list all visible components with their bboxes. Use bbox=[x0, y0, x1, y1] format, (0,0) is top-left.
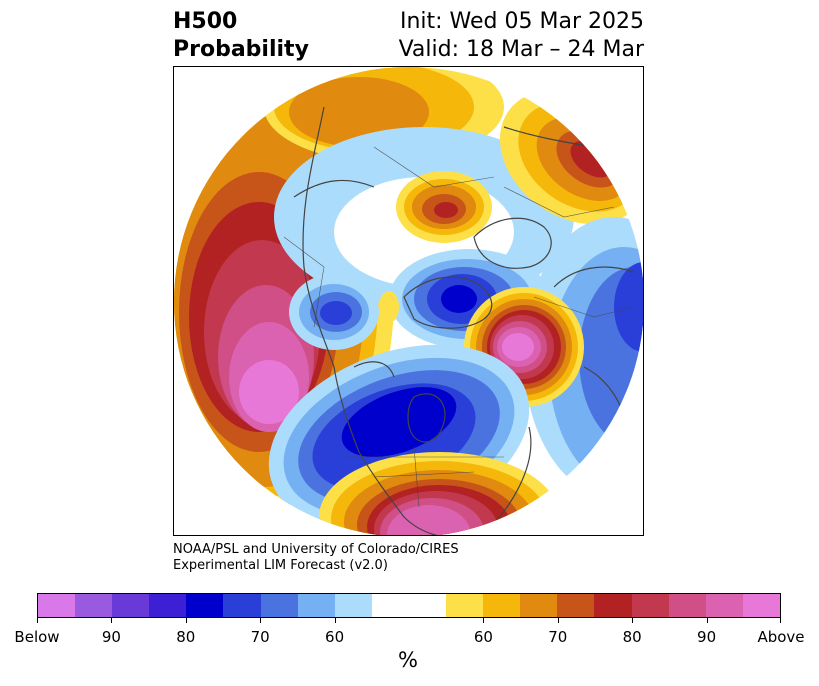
colorbar-segment bbox=[594, 594, 632, 617]
credit-line-2: Experimental LIM Forecast (v2.0) bbox=[173, 558, 388, 573]
colorbar-segment bbox=[631, 594, 669, 617]
colorbar-segment bbox=[260, 594, 298, 617]
colorbar-segment bbox=[334, 594, 372, 617]
colorbar-segment bbox=[557, 594, 595, 617]
colorbar-tick bbox=[111, 618, 113, 623]
colorbar-tick-label: 90 bbox=[697, 628, 717, 646]
probability-map bbox=[173, 66, 644, 536]
colorbar-tick bbox=[483, 618, 485, 623]
polar-above-anomaly bbox=[396, 171, 492, 243]
colorbar-unit: % bbox=[398, 648, 418, 672]
colorbar-tick bbox=[780, 618, 781, 623]
credit-line-1: NOAA/PSL and University of Colorado/CIRE… bbox=[173, 542, 459, 557]
forecast-field bbox=[174, 67, 643, 535]
colorbar-segment bbox=[520, 594, 558, 617]
colorbar-segment bbox=[75, 594, 113, 617]
colorbar-tick-label: 80 bbox=[176, 628, 196, 646]
init-date: Init: Wed 05 Mar 2025 bbox=[399, 9, 644, 34]
title-variable: H500 bbox=[173, 9, 238, 34]
colorbar-tick bbox=[334, 618, 336, 623]
title-right: Init: Wed 05 Mar 2025 Valid: 18 Mar – 24… bbox=[399, 8, 644, 64]
south-above-anomaly bbox=[319, 452, 559, 535]
colorbar-tick-label: 90 bbox=[101, 628, 121, 646]
alaska-below-anomaly bbox=[289, 274, 379, 350]
colorbar-segment bbox=[186, 594, 224, 617]
borders bbox=[283, 146, 635, 508]
colorbar-segment bbox=[38, 594, 76, 617]
polar-map-svg bbox=[174, 67, 643, 535]
valid-range: Valid: 18 Mar – 24 Mar bbox=[398, 37, 644, 62]
pole-above-spot bbox=[379, 291, 399, 323]
colorbar-segment bbox=[408, 594, 447, 617]
colorbar-tick bbox=[632, 618, 634, 623]
colorbar-tick-label: 60 bbox=[473, 628, 493, 646]
colorbar-tick bbox=[185, 618, 187, 623]
colorbar-segment bbox=[742, 594, 780, 617]
title-left: H500 Probability bbox=[173, 8, 309, 64]
colorbar-tick bbox=[557, 618, 559, 623]
colorbar-tick bbox=[706, 618, 708, 623]
colorbar-segment bbox=[446, 594, 484, 617]
credit: NOAA/PSL and University of Colorado/CIRE… bbox=[173, 542, 459, 574]
colorbar-tick-label: 70 bbox=[250, 628, 270, 646]
colorbar-tick-label: 70 bbox=[548, 628, 568, 646]
colorbar-segment bbox=[483, 594, 521, 617]
title-type: Probability bbox=[173, 37, 309, 62]
colorbar-tick-label: Above bbox=[757, 628, 805, 646]
colorbar-tick bbox=[37, 618, 38, 623]
colorbar-segment bbox=[371, 594, 409, 617]
colorbar-tick-label: Below bbox=[14, 628, 60, 646]
colorbar-segment bbox=[705, 594, 743, 617]
colorbar-segment bbox=[223, 594, 261, 617]
colorbar-tick bbox=[260, 618, 262, 623]
colorbar-segment bbox=[668, 594, 706, 617]
colorbar-segment bbox=[149, 594, 187, 617]
eastern-below-anomaly bbox=[524, 217, 643, 497]
colorbar-segment bbox=[112, 594, 150, 617]
colorbar-segment bbox=[297, 594, 335, 617]
colorbar bbox=[37, 593, 781, 618]
colorbar-tick-label: 80 bbox=[622, 628, 642, 646]
colorbar-tick-label: 60 bbox=[325, 628, 345, 646]
